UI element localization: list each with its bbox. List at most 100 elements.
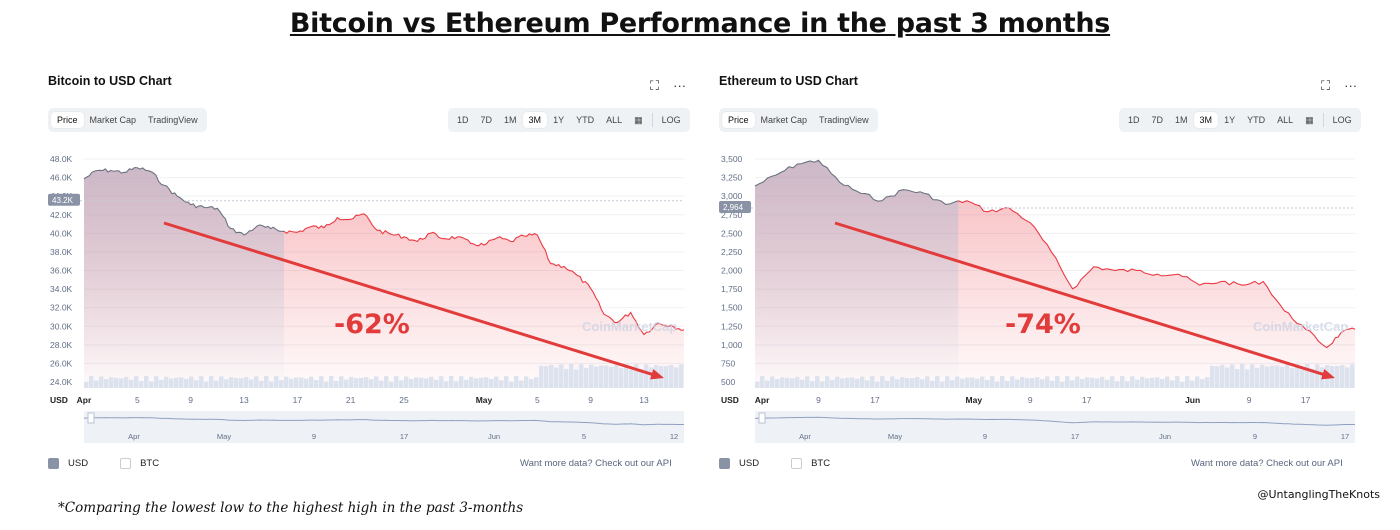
legend: USD BTC [48,458,191,469]
y-tick-label: 750 [721,358,735,368]
y-tick-label: 1,000 [721,340,743,350]
volume-bar [990,376,995,388]
range-1d[interactable]: 1D [1128,115,1140,125]
volume-bar [449,376,454,388]
x-tick-label: 9 [588,395,593,405]
range-1d[interactable]: 1D [457,115,469,125]
calendar-icon[interactable]: ▦ [634,114,643,125]
range-all[interactable]: ALL [1277,115,1294,125]
volume-bar [394,376,399,388]
expand-icon[interactable]: ⛶ [1321,78,1331,93]
api-link[interactable]: Want more data? Check out our API [520,458,672,469]
volume-bar [1340,365,1345,388]
log-toggle[interactable]: LOG [1332,115,1352,125]
volume-bar [224,379,229,388]
x-tick-label: Jun [1185,395,1200,405]
x-tick-label: 17 [293,395,303,405]
y-tick-label: 48.0K [50,154,73,164]
range-1m[interactable]: 1M [1175,115,1188,125]
tab-market-cap[interactable]: Market Cap [89,115,137,125]
volume-bar [910,378,915,388]
volume-bar [1045,376,1050,388]
volume-bar [1010,376,1015,388]
volume-bar [1130,376,1135,388]
range-7d[interactable]: 7D [1151,115,1164,125]
volume-bar [209,376,214,388]
volume-bar [1180,381,1185,388]
volume-bar [144,376,149,388]
ethereum-price-chart: 3,500 3,250 3,000 2,750 2,500 2,250 2,000 1,750… [719,154,1356,443]
y-tick-label: 2,250 [721,247,743,257]
volume-bar [529,379,534,388]
range-1y[interactable]: 1Y [1224,115,1236,125]
volume-bar [629,369,634,388]
volume-bar [664,366,669,388]
range-3m[interactable]: 3M [1193,112,1219,128]
divider [1322,113,1324,127]
y-tick-label: 46.0K [50,173,73,183]
volume-bar [204,381,209,388]
volume-bar [1100,376,1105,388]
volume-bar [104,379,109,388]
more-icon[interactable]: ··· [1344,78,1358,93]
btc-checkbox[interactable] [791,458,803,469]
usd-checkbox[interactable] [719,458,730,469]
btc-checkbox[interactable] [120,458,132,469]
range-7d[interactable]: 7D [480,115,493,125]
y-tick-label: 34.0K [50,284,73,294]
volume-bar [194,380,199,388]
percent-change-label: -74% [1005,309,1081,340]
volume-bar [259,380,264,388]
x-tick-label: 21 [346,395,356,405]
trend-arrowhead [650,368,664,380]
range-3m[interactable]: 3M [522,112,548,128]
navigator-tick-label: Apr [128,432,140,441]
legend: USD BTC [719,458,862,469]
volume-bar [134,376,139,388]
volume-bar [1290,368,1295,388]
tab-market-cap[interactable]: Market Cap [760,115,808,125]
calendar-icon[interactable]: ▦ [1305,114,1314,125]
navigator-tick-label: 12 [670,432,678,441]
navigator-line [83,417,685,426]
volume-bar [494,376,499,388]
volume-bar [1225,367,1230,388]
range-ytd[interactable]: YTD [576,115,595,125]
y-tick-label: 3,250 [721,173,743,183]
volume-bar [1040,379,1045,388]
volume-bar [234,377,239,388]
log-toggle[interactable]: LOG [661,115,681,125]
volume-bar [1175,376,1180,388]
volume-bar [760,376,765,388]
expand-icon[interactable]: ⛶ [650,78,660,93]
volume-bar [374,376,379,388]
trend-arrow [834,221,1326,377]
range-all[interactable]: ALL [606,115,623,125]
volume-bar [1150,377,1155,388]
tab-tradingview[interactable]: TradingView [148,115,198,125]
tab-price[interactable]: Price [722,112,755,128]
range-ytd[interactable]: YTD [1247,115,1266,125]
more-icon[interactable]: ··· [673,78,687,93]
volume-bar [1170,380,1175,388]
watermark: CoinMarketCap [1253,319,1348,334]
api-link[interactable]: Want more data? Check out our API [1191,458,1343,469]
usd-checkbox[interactable] [48,458,59,469]
tab-price[interactable]: Price [51,112,84,128]
volume-bar [354,378,359,388]
volume-bar [1335,366,1340,388]
navigator-tick-label: May [888,432,902,441]
navigator-tick-label: 17 [1341,432,1349,441]
navigator-handle [87,412,95,424]
volume-bar [424,378,429,388]
tab-tradingview[interactable]: TradingView [819,115,869,125]
volume-bar [1280,366,1285,388]
volume-bar [594,366,599,388]
volume-bar [339,376,344,388]
divider [651,113,653,127]
volume-bar [985,380,990,388]
volume-bar [780,377,785,388]
range-1y[interactable]: 1Y [553,115,565,125]
volume-bar [324,381,329,388]
range-1m[interactable]: 1M [504,115,517,125]
